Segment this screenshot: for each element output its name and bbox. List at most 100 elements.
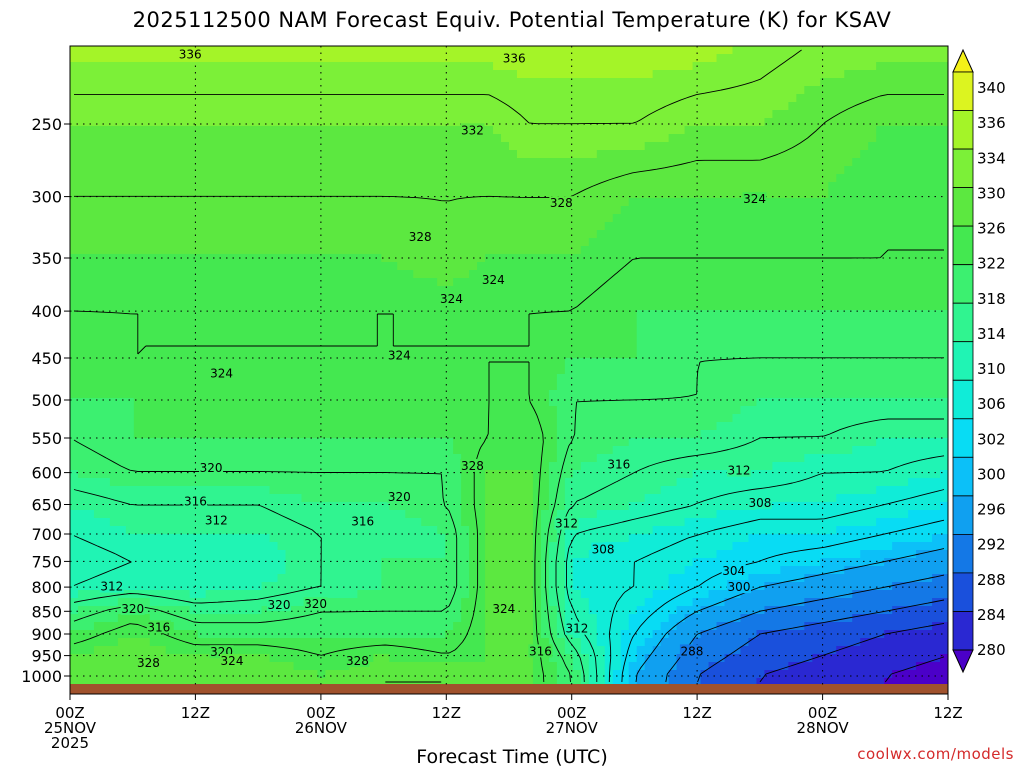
field-cell (924, 110, 933, 119)
field-cell (70, 230, 79, 239)
field-cell (844, 318, 853, 327)
field-cell (389, 86, 398, 95)
field-cell (461, 182, 470, 191)
field-cell (612, 46, 622, 55)
field-cell (157, 294, 167, 303)
field-cell (852, 70, 861, 79)
field-cell (804, 134, 813, 143)
field-cell (349, 62, 358, 71)
field-cell (876, 70, 885, 79)
field-cell (429, 246, 438, 255)
field-cell (828, 198, 837, 207)
field-cell (636, 294, 646, 303)
field-cell (397, 190, 406, 199)
field-cell (724, 398, 734, 407)
field-cell (684, 398, 694, 407)
field-cell (157, 70, 167, 79)
field-cell (317, 142, 327, 151)
field-cell (477, 326, 486, 335)
field-cell (908, 302, 917, 311)
field-cell (413, 270, 422, 279)
field-cell (716, 102, 726, 111)
field-cell (269, 222, 279, 231)
field-cell (676, 158, 686, 167)
field-cell (876, 382, 885, 391)
field-cell (612, 78, 622, 87)
field-cell (644, 358, 654, 367)
field-cell (916, 374, 925, 383)
field-cell (572, 118, 582, 127)
field-cell (868, 334, 877, 343)
field-cell (844, 302, 853, 311)
field-cell (908, 94, 917, 103)
field-cell (429, 294, 438, 303)
field-cell (748, 102, 758, 111)
field-cell (652, 270, 662, 279)
field-cell (70, 246, 79, 255)
field-cell (405, 270, 414, 279)
field-cell (397, 238, 406, 247)
field-cell (708, 270, 718, 279)
field-cell (540, 382, 550, 391)
field-cell (532, 238, 542, 247)
field-cell (516, 254, 526, 263)
field-cell (940, 374, 948, 383)
field-cell (229, 230, 239, 239)
field-cell (812, 54, 821, 63)
field-cell (596, 294, 606, 303)
field-cell (604, 118, 614, 127)
field-cell (788, 350, 797, 359)
field-cell (221, 174, 231, 183)
field-cell (221, 326, 231, 335)
field-cell (772, 262, 781, 271)
field-cell (357, 390, 366, 399)
field-cell (269, 126, 279, 135)
field-cell (461, 86, 470, 95)
field-cell (668, 382, 678, 391)
field-cell (181, 366, 191, 375)
field-cell (493, 286, 502, 295)
field-cell (716, 230, 726, 239)
field-cell (628, 166, 638, 175)
field-cell (660, 78, 670, 87)
field-cell (501, 286, 510, 295)
field-cell (93, 238, 103, 247)
field-cell (485, 206, 494, 215)
field-cell (365, 278, 374, 287)
field-cell (293, 230, 303, 239)
field-cell (564, 350, 574, 359)
field-cell (716, 206, 726, 215)
field-cell (93, 342, 103, 351)
field-cell (716, 54, 726, 63)
field-cell (501, 374, 510, 383)
field-cell (101, 334, 111, 343)
field-cell (381, 350, 390, 359)
field-cell (628, 358, 638, 367)
field-cell (924, 158, 933, 167)
field-cell (245, 230, 255, 239)
field-cell (724, 134, 734, 143)
field-cell (165, 94, 175, 103)
field-cell (940, 334, 948, 343)
field-cell (564, 142, 574, 151)
field-cell (325, 366, 334, 375)
field-cell (708, 54, 718, 63)
field-cell (437, 286, 446, 295)
field-cell (780, 182, 789, 191)
field-cell (485, 94, 494, 103)
field-cell (596, 70, 606, 79)
field-cell (341, 262, 350, 271)
field-cell (173, 190, 183, 199)
field-cell (125, 310, 135, 319)
field-cell (461, 118, 470, 127)
field-cell (501, 254, 510, 263)
field-cell (668, 54, 678, 63)
field-cell (644, 150, 654, 159)
field-cell (652, 134, 662, 143)
field-cell (604, 238, 614, 247)
field-cell (357, 134, 366, 143)
field-cell (469, 206, 478, 215)
field-cell (804, 126, 813, 135)
field-cell (836, 326, 845, 335)
field-cell (277, 350, 287, 359)
